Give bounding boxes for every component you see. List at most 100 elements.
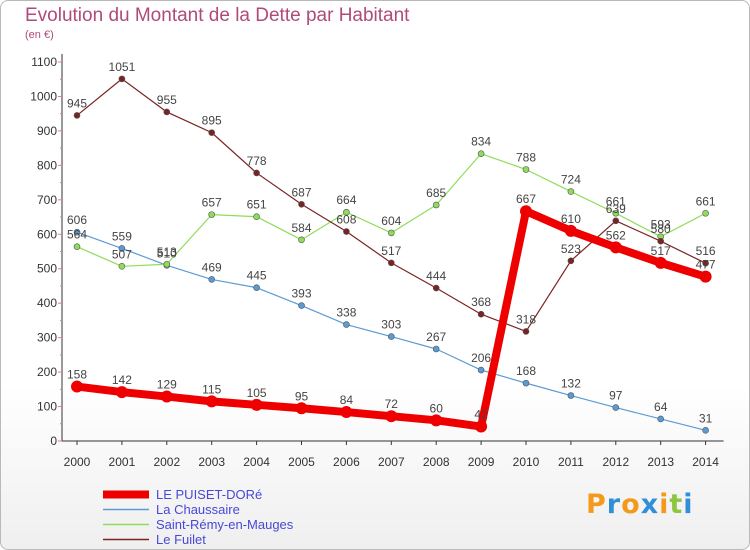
y-tick-label: 500 <box>37 262 57 276</box>
data-point <box>298 200 305 208</box>
logo-letter: x <box>640 489 660 520</box>
x-tick-label: 2004 <box>243 455 270 469</box>
data-label: 685 <box>426 186 446 200</box>
data-point <box>657 415 665 423</box>
y-tick-label: 1000 <box>30 89 57 103</box>
data-label: 477 <box>696 258 716 272</box>
data-point <box>387 229 395 237</box>
data-point <box>432 201 440 209</box>
data-point <box>71 380 83 393</box>
data-label: 724 <box>561 173 581 187</box>
y-tick-label: 100 <box>37 400 57 414</box>
axes: 0 100 200 300 400 500 600 700 800 900 1000 1100 2000… <box>30 54 724 469</box>
data-label: 142 <box>112 373 132 387</box>
logo-letter: r <box>606 489 622 520</box>
x-tick-label: 2002 <box>153 455 180 469</box>
data-point <box>73 228 81 236</box>
data-point <box>205 395 218 408</box>
data-label: 445 <box>247 269 267 283</box>
data-point <box>702 209 709 217</box>
data-label: 584 <box>291 221 311 235</box>
data-label: 1051 <box>109 60 136 74</box>
data-label: 517 <box>381 244 401 258</box>
data-point <box>295 402 308 415</box>
data-label: 95 <box>295 389 309 403</box>
y-tick-label: 300 <box>37 331 57 345</box>
data-label: 657 <box>202 196 222 210</box>
data-label: 158 <box>67 368 87 382</box>
data-label: 318 <box>516 312 536 326</box>
x-tick-label: 2014 <box>692 455 719 469</box>
data-label: 510 <box>157 246 177 260</box>
x-tick-label: 2001 <box>109 455 136 469</box>
data-label: 168 <box>516 364 536 378</box>
data-point <box>163 260 171 268</box>
data-point <box>253 213 260 221</box>
y-tick-label: 400 <box>37 296 57 310</box>
data-label: 60 <box>430 401 444 415</box>
data-label: 778 <box>247 154 267 168</box>
x-tick-label: 2007 <box>378 455 405 469</box>
data-point <box>654 256 667 269</box>
data-point <box>73 112 81 119</box>
data-point <box>118 245 126 252</box>
data-label: 955 <box>157 93 177 107</box>
data-label: 895 <box>202 114 222 128</box>
y-tick-label: 800 <box>37 158 57 172</box>
data-point <box>208 276 215 283</box>
data-point <box>163 108 171 116</box>
legend-swatch <box>103 538 149 541</box>
data-label-layer: 158 142 129 115 105 95 84 72 60 42 667 610 562 517 477… <box>67 60 716 425</box>
data-point <box>477 150 485 157</box>
data-label: 610 <box>561 212 581 226</box>
data-point <box>160 390 173 403</box>
data-label: 393 <box>291 287 311 301</box>
data-point <box>702 259 709 267</box>
data-point <box>115 386 128 399</box>
data-point <box>73 243 81 250</box>
data-point <box>522 379 530 387</box>
data-point <box>343 321 350 328</box>
data-label: 42 <box>474 408 488 422</box>
data-point <box>343 208 350 216</box>
data-label: 606 <box>67 213 87 227</box>
data-label: 115 <box>202 382 221 396</box>
legend-label: LE PUISET-DORé <box>156 487 263 502</box>
data-point <box>250 398 263 411</box>
data-point <box>208 129 215 136</box>
data-label: 507 <box>112 247 132 261</box>
logo-letter: o <box>621 489 641 520</box>
logo-letter: t <box>669 489 684 520</box>
data-point <box>477 366 485 374</box>
data-point <box>118 75 126 83</box>
data-label: 608 <box>336 213 356 227</box>
data-point <box>522 328 530 335</box>
data-label: 651 <box>247 198 267 212</box>
data-label: 84 <box>340 393 354 407</box>
legend-label: La Chaussaire <box>156 502 240 517</box>
data-point <box>118 263 126 270</box>
data-label: 945 <box>67 96 87 110</box>
data-label: 664 <box>336 193 356 207</box>
data-point <box>567 188 575 195</box>
data-label: 267 <box>426 330 446 344</box>
x-tick-label: 2010 <box>513 455 540 469</box>
data-label: 105 <box>247 386 267 400</box>
data-label: 31 <box>699 411 713 425</box>
data-point <box>612 217 620 225</box>
data-point <box>387 333 395 340</box>
data-label: 516 <box>696 244 716 258</box>
data-point <box>657 237 665 245</box>
data-label: 661 <box>696 194 716 208</box>
data-point <box>612 209 620 217</box>
data-point <box>385 410 398 423</box>
legend-label: Le Fuilet <box>156 532 206 547</box>
data-label: 788 <box>516 150 536 164</box>
data-label: 564 <box>67 228 87 242</box>
data-label: 132 <box>561 377 581 391</box>
chart-unit: (en €) <box>25 29 54 41</box>
data-point <box>477 310 485 318</box>
x-tick-label: 2005 <box>288 455 315 469</box>
